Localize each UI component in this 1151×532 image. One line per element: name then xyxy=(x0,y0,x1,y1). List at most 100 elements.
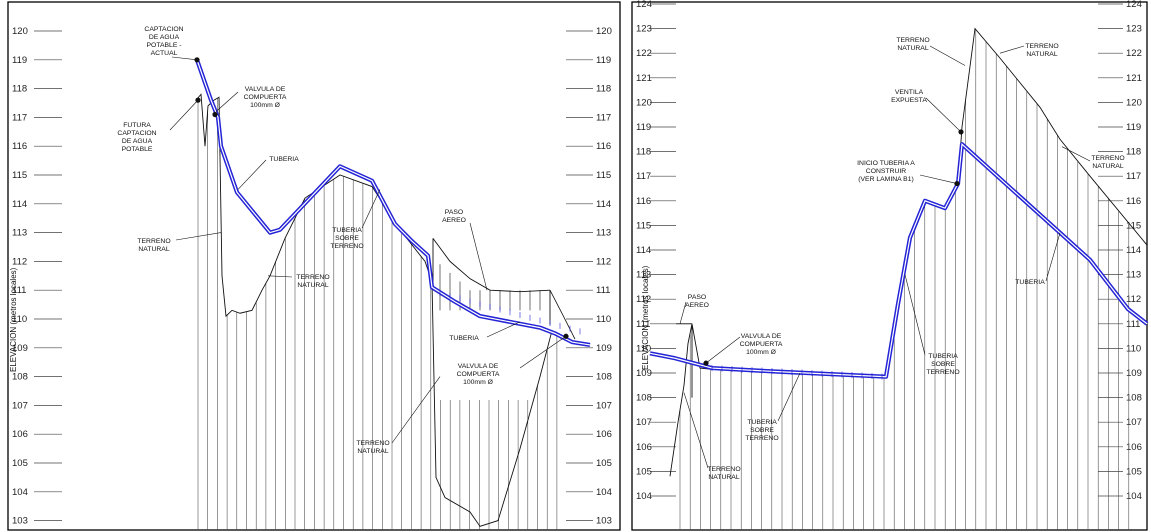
leader-paso-aereo-1 xyxy=(469,222,488,291)
tick-label-right-104: 104 xyxy=(1126,491,1142,502)
tick-label-right-111: 111 xyxy=(1126,319,1140,330)
tick-label-right-104: 104 xyxy=(596,487,612,498)
tick-label-left-110: 110 xyxy=(12,314,27,325)
tick-label-right-111: 111 xyxy=(596,285,610,296)
annotation-tuberia-sobre-r2-line-2: TERRENO xyxy=(745,435,778,442)
tick-label-left-112: 112 xyxy=(636,294,651,305)
tick-label-right-120: 120 xyxy=(596,26,612,37)
annotation-terreno-1-line-1: NATURAL xyxy=(138,246,169,253)
tick-label-left-123: 123 xyxy=(636,24,652,35)
annotation-tuberia-sobre-r1-line-1: SOBRE xyxy=(931,361,955,368)
tick-label-right-119: 119 xyxy=(596,55,611,66)
tick-label-right-105: 105 xyxy=(1126,466,1142,477)
annotation-terreno-2-line-1: NATURAL xyxy=(297,282,328,289)
annotation-terreno-3-line-0: TERRENO xyxy=(356,440,389,447)
annotation-paso-aereo-1-line-1: AEREO xyxy=(442,217,466,224)
annotation-paso-aereo-r-line-1: AEREO xyxy=(685,302,709,309)
annotation-inicio-tuberia-line-0: INICIO TUBERIA A xyxy=(857,160,915,167)
annotation-terreno-r1-line-1: NATURAL xyxy=(897,45,928,52)
annotation-valvula-r-line-1: COMPUERTA xyxy=(740,341,783,348)
tick-label-right-116: 116 xyxy=(596,141,611,152)
tick-label-right-113: 113 xyxy=(1126,270,1141,281)
tick-label-left-116: 116 xyxy=(12,141,27,152)
tick-label-left-110: 110 xyxy=(636,343,651,354)
tick-label-left-120: 120 xyxy=(636,97,652,108)
tick-label-left-108: 108 xyxy=(636,393,652,404)
tick-label-left-119: 119 xyxy=(636,122,651,133)
leader-tuberia-sobre-r2 xyxy=(777,372,801,422)
annotation-inicio-tuberia-line-2: (VER LAMINA B1) xyxy=(858,176,914,183)
leader-tuberia-sobre-r1 xyxy=(904,274,926,356)
tick-label-left-124: 124 xyxy=(636,0,652,10)
annotation-terreno-r1-line-0: TERRENO xyxy=(896,37,929,44)
annotation-paso-aereo-1-line-0: PASO xyxy=(445,209,463,216)
tick-label-left-114: 114 xyxy=(636,245,651,256)
tick-label-right-113: 113 xyxy=(596,228,611,239)
pipeline-right-inner xyxy=(649,142,1148,378)
annotation-futura-captacion-line-1: CAPTACION xyxy=(117,130,156,137)
tick-label-right-124: 124 xyxy=(1126,0,1142,10)
tick-label-right-108: 108 xyxy=(1126,393,1142,404)
tick-label-left-113: 113 xyxy=(12,228,27,239)
annotation-terreno-r2-line-0: TERRENO xyxy=(1025,43,1058,50)
tick-label-left-117: 117 xyxy=(636,171,651,182)
tick-label-left-113: 113 xyxy=(636,270,651,281)
tick-label-right-119: 119 xyxy=(1126,122,1141,133)
leader-valvula-r xyxy=(705,336,741,364)
annotation-tuberia-sobre-1-line-2: TERRENO xyxy=(330,243,363,250)
annotation-terreno-1-line-0: TERRENO xyxy=(137,238,170,245)
leader-terreno-2 xyxy=(267,275,293,278)
leader-paso-aereo-r xyxy=(679,301,687,324)
aerial-cable-end xyxy=(549,290,576,340)
annotation-captacion-actual-line-0: CAPTACION xyxy=(144,26,183,33)
tick-label-right-112: 112 xyxy=(596,256,611,267)
y-axis-label-right: ELEVACION (metros locales) xyxy=(641,265,650,370)
leader-tuberia-2 xyxy=(486,321,521,338)
tick-label-left-118: 118 xyxy=(12,84,27,95)
annotation-tuberia-sobre-r1-line-0: TUBERIA xyxy=(928,353,958,360)
tick-label-left-112: 112 xyxy=(12,256,27,267)
tick-label-right-115: 115 xyxy=(596,170,611,181)
tick-label-right-107: 107 xyxy=(1126,417,1142,428)
leader-futura-captacion xyxy=(169,99,199,131)
tick-label-right-118: 118 xyxy=(1126,147,1141,158)
leader-terreno-1 xyxy=(175,232,222,241)
y-axis-label-left: ELEVACION (metros locales) xyxy=(9,267,18,372)
tick-label-left-119: 119 xyxy=(12,55,27,66)
tick-label-right-116: 116 xyxy=(1126,196,1141,207)
annotation-tuberia-sobre-r2-line-1: SOBRE xyxy=(750,427,774,434)
tick-label-left-114: 114 xyxy=(12,199,27,210)
tick-label-left-109: 109 xyxy=(12,343,28,354)
annotation-terreno-3-line-1: NATURAL xyxy=(357,448,388,455)
annotation-terreno-r3-line-0: TERRENO xyxy=(1091,155,1124,162)
leader-tuberia-1 xyxy=(237,159,267,190)
node-point-left xyxy=(194,57,200,63)
tick-label-left-103: 103 xyxy=(12,516,28,527)
tick-label-left-107: 107 xyxy=(636,417,652,428)
tick-label-left-117: 117 xyxy=(12,112,27,123)
annotation-futura-captacion-line-2: DE AGUA xyxy=(122,138,153,145)
tick-label-right-110: 110 xyxy=(596,314,611,325)
tick-label-left-115: 115 xyxy=(636,220,651,231)
annotation-tuberia-2-line-0: TUBERIA xyxy=(449,335,479,342)
annotation-valvula-r-line-0: VALVULA DE xyxy=(741,333,782,340)
terrain-line-left xyxy=(195,93,563,527)
tick-label-left-115: 115 xyxy=(12,170,27,181)
annotation-tuberia-1-line-0: TUBERIA xyxy=(269,156,299,163)
leader-tuberia-r1 xyxy=(1045,232,1061,282)
leader-terreno-r2 xyxy=(999,45,1025,54)
tick-label-right-107: 107 xyxy=(596,400,612,411)
tick-label-left-107: 107 xyxy=(12,400,28,411)
tick-label-right-120: 120 xyxy=(1126,97,1142,108)
pipeline-left-inner xyxy=(196,59,591,346)
annotation-terreno-2-line-0: TERRENO xyxy=(296,274,329,281)
annotation-tuberia-sobre-1-line-0: TUBERIA xyxy=(332,227,362,234)
annotation-ventila-line-1: EXPUESTA xyxy=(891,97,927,104)
annotation-valvula-1-line-1: COMPUERTA xyxy=(244,94,287,101)
tick-label-right-105: 105 xyxy=(596,458,612,469)
annotation-paso-aereo-r-line-0: PASO xyxy=(688,294,706,301)
tick-label-right-121: 121 xyxy=(1126,73,1142,84)
annotation-futura-captacion-line-0: FUTURA xyxy=(123,122,151,129)
